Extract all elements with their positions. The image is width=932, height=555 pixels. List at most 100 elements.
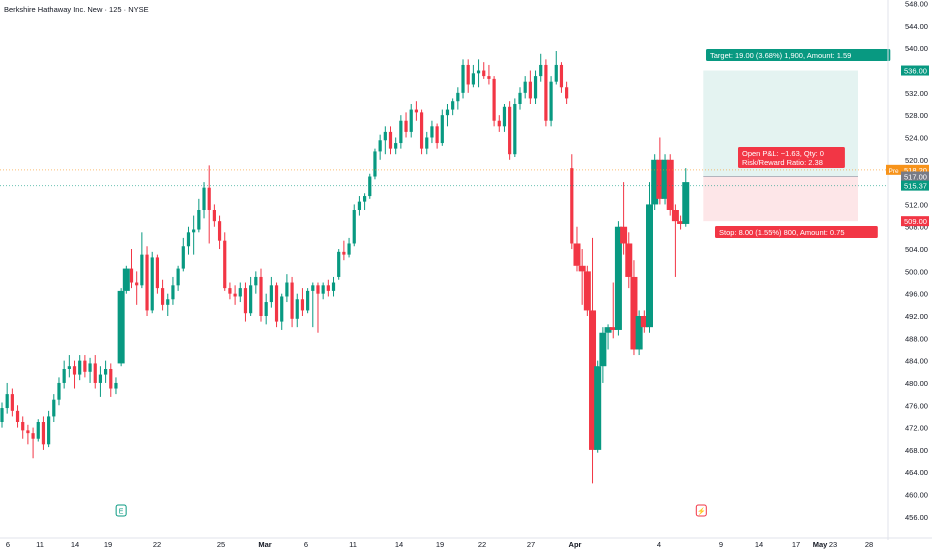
candle-body bbox=[461, 64, 465, 93]
candle-body bbox=[233, 293, 237, 297]
pre-badge-text: Pre bbox=[889, 168, 900, 175]
last-price-tag-text: 515.37 bbox=[904, 182, 927, 191]
target-price-tag-text: 536.00 bbox=[904, 67, 927, 76]
position-zones bbox=[703, 70, 858, 222]
candle-body bbox=[352, 210, 356, 244]
candle-body bbox=[625, 243, 633, 277]
candle-body bbox=[466, 64, 470, 85]
candle-body bbox=[539, 64, 543, 77]
y-tick-label: 492.00 bbox=[905, 312, 928, 321]
candle-body bbox=[238, 288, 242, 297]
candle-body bbox=[186, 232, 191, 247]
candle-body bbox=[52, 399, 56, 417]
candle-body bbox=[67, 366, 71, 369]
pre-badge: Pre bbox=[886, 164, 901, 175]
candle-body bbox=[502, 106, 507, 127]
candle-body bbox=[93, 363, 97, 383]
candle-body bbox=[425, 137, 429, 149]
candle-body bbox=[599, 332, 607, 367]
candle-body bbox=[565, 87, 569, 99]
x-tick-label: 14 bbox=[755, 540, 763, 549]
candle-body bbox=[150, 257, 154, 311]
candle-body bbox=[295, 299, 299, 319]
pre-badge-bg bbox=[886, 164, 901, 175]
candle-body bbox=[383, 131, 387, 141]
event-marker-badge bbox=[115, 504, 127, 517]
candle-body bbox=[656, 159, 664, 199]
candle-body bbox=[285, 282, 289, 297]
candle-body bbox=[300, 299, 305, 311]
candle-body bbox=[554, 64, 558, 82]
price-lines bbox=[0, 169, 888, 187]
candle-body bbox=[10, 394, 14, 411]
x-tick-label: 22 bbox=[478, 540, 486, 549]
candle-body bbox=[640, 316, 648, 328]
y-tick-label: 528.00 bbox=[905, 111, 928, 120]
candle-body bbox=[347, 243, 351, 255]
candle-body bbox=[36, 422, 40, 439]
x-tick-label: 14 bbox=[395, 540, 403, 549]
candle-body bbox=[181, 246, 185, 269]
candle-body bbox=[682, 182, 690, 224]
candle-body bbox=[440, 115, 444, 144]
candle-body bbox=[129, 268, 134, 283]
candle-body bbox=[544, 64, 548, 121]
y-tick-label: 500.00 bbox=[905, 267, 928, 276]
last-price-tag: 515.37 bbox=[901, 180, 929, 191]
y-tick-label: 464.00 bbox=[905, 468, 928, 477]
candle-body bbox=[518, 92, 522, 104]
stop-price-tag: 509.00 bbox=[901, 216, 929, 227]
x-tick-label: 17 bbox=[792, 540, 800, 549]
loss-zone bbox=[703, 176, 858, 222]
candle-body bbox=[414, 109, 418, 113]
candle-body bbox=[306, 290, 310, 311]
candle-body bbox=[207, 187, 211, 210]
candle-body bbox=[419, 112, 424, 149]
candle-body bbox=[388, 131, 393, 149]
candle-body bbox=[409, 109, 413, 132]
candle-body bbox=[573, 243, 581, 266]
y-tick-label: 508.00 bbox=[905, 223, 928, 232]
candle-body bbox=[378, 140, 382, 152]
candle-body bbox=[445, 109, 450, 116]
candle-body bbox=[578, 265, 586, 272]
x-tick-label: 23 bbox=[829, 540, 837, 549]
candle-body bbox=[620, 226, 628, 244]
candle-body bbox=[533, 76, 538, 99]
candle-body bbox=[368, 176, 372, 197]
candle-body bbox=[140, 254, 144, 286]
x-tick-label: 22 bbox=[153, 540, 161, 549]
entry-price-tag-text: 517.00 bbox=[904, 173, 927, 182]
candle-body bbox=[589, 310, 597, 450]
candle-body bbox=[192, 229, 196, 233]
candle-body bbox=[0, 408, 4, 422]
candle-body bbox=[290, 282, 294, 319]
candle-body bbox=[357, 201, 362, 210]
y-tick-label: 524.00 bbox=[905, 133, 928, 142]
candle-body bbox=[399, 120, 403, 144]
candle-body bbox=[21, 422, 25, 431]
event-markers: E ⚡ bbox=[115, 504, 707, 517]
x-tick-label: 19 bbox=[436, 540, 444, 549]
x-tick-label: May bbox=[813, 540, 828, 549]
candle-body bbox=[217, 221, 222, 241]
event-marker-label: E bbox=[119, 509, 124, 516]
candle-body bbox=[487, 76, 491, 79]
candle-body bbox=[78, 360, 82, 375]
candle-body bbox=[171, 285, 175, 300]
candle-body bbox=[570, 168, 574, 244]
candle-body bbox=[583, 271, 591, 311]
candle-body bbox=[254, 276, 258, 286]
target-price-tag: 536.00 bbox=[901, 65, 929, 76]
y-tick-label: 532.00 bbox=[905, 89, 928, 98]
x-tick-label: 11 bbox=[36, 540, 44, 549]
x-tick-label: 11 bbox=[349, 540, 357, 549]
candle-body bbox=[482, 70, 486, 77]
candle-body bbox=[523, 81, 527, 93]
x-tick-label: 6 bbox=[304, 540, 308, 549]
candle-body bbox=[671, 210, 679, 222]
target-label: Target: 19.00 (3.68%) 1,900, Amount: 1.5… bbox=[706, 49, 891, 61]
